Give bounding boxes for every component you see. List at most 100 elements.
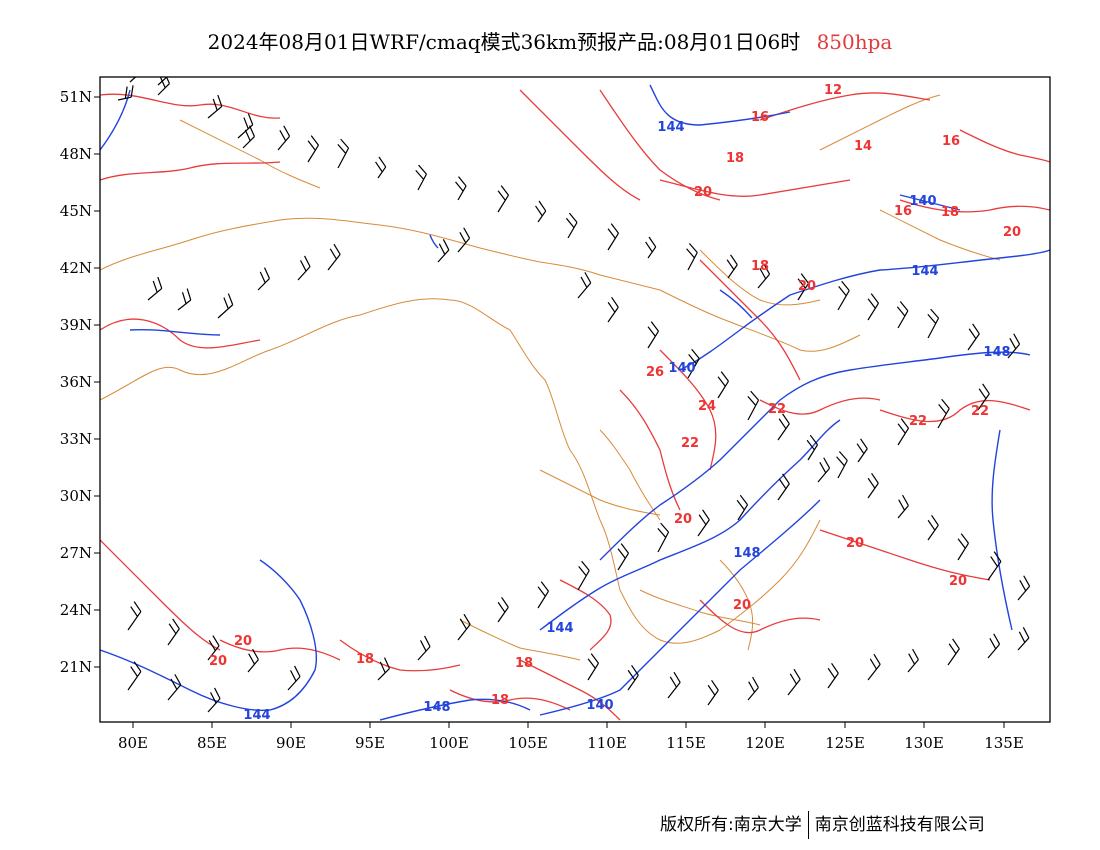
temperature-label: 20 xyxy=(949,574,967,589)
wind-barb xyxy=(457,227,471,253)
lon-tick-label: 100E xyxy=(429,734,469,752)
lon-tick-label: 115E xyxy=(666,734,706,752)
temperature-label: 16 xyxy=(751,110,769,125)
longitude-axis: 80E 85E 90E 95E 100E 105E 110E 115E 120E 125E 130E… xyxy=(118,722,1024,752)
wind-barb xyxy=(806,434,819,461)
temperature-label: 26 xyxy=(646,365,664,380)
lon-tick-label: 95E xyxy=(355,734,385,752)
map-frame xyxy=(99,76,1051,723)
geopotential-label: 148 xyxy=(983,345,1010,360)
wind-barb xyxy=(147,276,163,301)
wind-barb xyxy=(836,451,848,479)
wind-barb xyxy=(167,674,182,701)
wind-barb xyxy=(607,223,620,251)
wind-barb xyxy=(686,243,698,271)
wind-barb xyxy=(1007,333,1021,359)
wind-barb xyxy=(217,293,234,319)
wind-barb xyxy=(497,596,509,623)
temperature-label: 20 xyxy=(234,634,252,649)
geopotential-labels: 144 140 144 140 148 148 144 144 148 140 xyxy=(243,120,1010,723)
wind-barb xyxy=(697,509,710,537)
temperature-label: 20 xyxy=(674,512,692,527)
wind-barb xyxy=(647,321,660,349)
footer-right: 南京创蓝科技有限公司 xyxy=(814,815,985,835)
wind-barb xyxy=(757,263,771,289)
wind-barb xyxy=(535,200,547,223)
lon-tick-label: 135E xyxy=(984,734,1024,752)
wind-barb xyxy=(657,522,670,553)
wind-barb xyxy=(867,653,881,681)
lat-tick-label: 36N xyxy=(60,373,92,391)
wind-barb xyxy=(117,85,134,101)
map-content: 12 16 14 16 18 18 20 16 18 20 20 18 26 24 22 22 22 22 20 20… xyxy=(100,77,1050,723)
temperature-label: 22 xyxy=(768,402,786,417)
wind-barb xyxy=(927,308,940,339)
wind-barb xyxy=(127,601,142,631)
geopotential-label: 144 xyxy=(546,621,573,636)
temperature-label: 18 xyxy=(491,693,509,708)
temperature-label: 14 xyxy=(854,139,872,154)
wind-barb xyxy=(1017,627,1030,651)
geopotential-label: 140 xyxy=(586,698,613,713)
wind-barb xyxy=(896,301,909,329)
wind-barb xyxy=(707,679,719,706)
geopotential-isolines xyxy=(100,84,1050,721)
wind-barb xyxy=(242,125,256,149)
lat-tick-label: 27N xyxy=(60,544,92,562)
wind-barb xyxy=(337,138,350,169)
wind-barb xyxy=(987,551,1002,581)
temperature-label: 20 xyxy=(798,279,816,294)
boundary-lines xyxy=(100,94,1001,661)
wind-barb xyxy=(577,560,590,591)
wind-barb xyxy=(937,398,950,429)
wind-barb xyxy=(565,212,578,239)
lat-tick-label: 51N xyxy=(60,88,92,106)
lat-tick-label: 30N xyxy=(60,487,92,505)
temperature-label: 24 xyxy=(698,399,716,414)
title-main: 2024年08月01日WRF/cmaq模式36km预报产品:08月01日06时 xyxy=(207,30,801,54)
wind-barb xyxy=(157,77,168,86)
wind-barb xyxy=(237,113,254,139)
wind-barb xyxy=(375,156,387,179)
geopotential-label: 148 xyxy=(423,700,450,715)
wind-barb xyxy=(777,473,790,501)
wind-barb xyxy=(417,635,431,661)
lon-tick-label: 110E xyxy=(587,734,627,752)
temperature-label: 18 xyxy=(356,652,374,667)
wind-barb xyxy=(207,94,223,119)
wind-barb xyxy=(897,418,910,446)
wind-barb xyxy=(856,438,868,463)
geopotential-label: 140 xyxy=(668,361,695,376)
wind-barb xyxy=(667,671,681,699)
page-title: 2024年08月01日WRF/cmaq模式36km预报产品:08月01日06时 … xyxy=(0,26,1100,55)
lon-tick-label: 105E xyxy=(508,734,548,752)
wind-barb xyxy=(455,176,467,201)
title-level: 850hpa xyxy=(816,30,893,54)
lat-tick-label: 45N xyxy=(60,202,92,220)
wind-barb xyxy=(415,164,427,191)
wind-barb xyxy=(297,255,311,281)
wind-barb xyxy=(497,185,510,213)
wind-barb xyxy=(957,533,970,561)
wind-barb xyxy=(307,135,320,163)
temperature-label: 18 xyxy=(941,205,959,220)
wind-barb xyxy=(797,273,810,301)
geopotential-label: 144 xyxy=(243,708,270,723)
wind-barb xyxy=(1017,575,1031,601)
wind-barb xyxy=(827,662,839,689)
wind-barb xyxy=(277,125,291,151)
temperature-labels: 12 16 14 16 18 18 20 16 18 20 20 18 26 24 22 22 22 22 20 20… xyxy=(209,83,1021,708)
wind-barb xyxy=(167,618,180,646)
wind-barb xyxy=(837,280,850,311)
wind-barb xyxy=(127,661,142,691)
wind-barb xyxy=(457,613,471,641)
temperature-label: 18 xyxy=(751,259,769,274)
wind-barb xyxy=(587,653,600,681)
geopotential-label: 144 xyxy=(911,264,938,279)
wind-barb xyxy=(726,254,738,279)
wind-barb xyxy=(747,390,760,421)
wind-barb xyxy=(617,543,630,571)
lon-tick-label: 90E xyxy=(276,734,306,752)
wind-barb xyxy=(577,272,592,299)
